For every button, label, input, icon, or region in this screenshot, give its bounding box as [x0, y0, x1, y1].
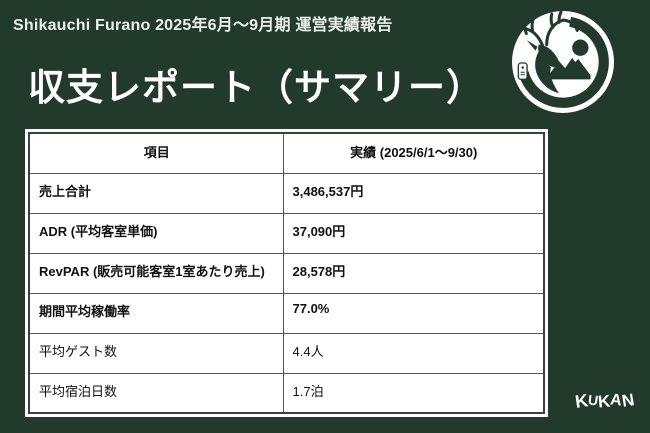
- item-value-cell: 77.0%: [282, 292, 545, 334]
- item-label-cell: 期間平均稼働率: [28, 292, 284, 334]
- item-value-cell: 3,486,537円: [282, 172, 545, 214]
- item-label-cell: 売上合計: [28, 172, 284, 214]
- kukan-watermark: KUKAN: [574, 390, 636, 412]
- table-row: 売上合計 3,486,537円: [28, 172, 545, 214]
- item-value-cell: 28,578円: [282, 252, 545, 294]
- item-label-cell: RevPAR (販売可能客室1室あたり売上): [28, 252, 284, 294]
- item-label-cell: 平均ゲスト数: [28, 332, 284, 374]
- item-value-cell: 37,090円: [282, 212, 545, 254]
- item-value-cell: 1.7泊: [282, 372, 545, 414]
- table-row: 平均宿泊日数 1.7泊: [28, 372, 545, 414]
- kukan-letter: N: [620, 390, 636, 411]
- column-header-actual: 実績 (2025/6/1～9/30): [282, 132, 545, 174]
- report-period-header: Shikauchi Furano 2025年6月〜9月期 運営実績報告: [13, 17, 393, 34]
- deer-logo-icon: [512, 11, 614, 113]
- table-body: 売上合計 3,486,537円 ADR (平均客室単価) 37,090円 RevPAR …: [28, 172, 545, 414]
- brand-logo: [512, 11, 614, 113]
- table-row: 平均ゲスト数 4.4人: [28, 332, 545, 374]
- item-label-cell: 平均宿泊日数: [28, 372, 284, 414]
- table-header-row: 項目 実績 (2025/6/1～9/30): [28, 132, 545, 174]
- column-header-item: 項目: [28, 132, 284, 174]
- summary-table-card: 項目 実績 (2025/6/1～9/30) 売上合計 3,486,537円 ADR …: [25, 129, 548, 417]
- table-row: 期間平均稼働率 77.0%: [28, 292, 545, 334]
- seal-stamp-icon: [517, 62, 528, 81]
- summary-table: 項目 実績 (2025/6/1～9/30) 売上合計 3,486,537円 ADR …: [28, 132, 545, 414]
- table-row: RevPAR (販売可能客室1室あたり売上) 28,578円: [28, 252, 545, 294]
- item-label-cell: ADR (平均客室単価): [28, 212, 284, 254]
- table-row: ADR (平均客室単価) 37,090円: [28, 212, 545, 254]
- item-value-cell: 4.4人: [282, 332, 545, 374]
- page-title: 収支レポート（サマリー）: [28, 67, 484, 108]
